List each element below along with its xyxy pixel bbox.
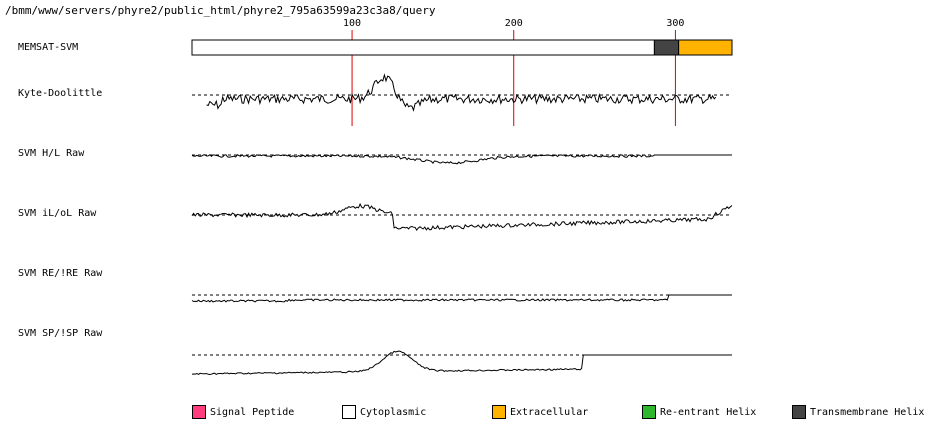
svm-reire-trace (191, 294, 732, 303)
legend-extracellular: Extracellular (492, 404, 588, 420)
ruler-tick-label-300: 300 (666, 18, 684, 29)
track-label-svm-ilol-raw: SVM iL/oL Raw (18, 208, 97, 219)
legend-swatch-extracellular (492, 405, 506, 419)
svm-ilol-trace (191, 202, 733, 231)
track-label-svm-spisp-raw: SVM SP/!SP Raw (18, 328, 103, 339)
memsat-segment-cytoplasmic (191, 39, 655, 56)
legend-label-signal-peptide: Signal Peptide (210, 406, 295, 418)
ruler-tick-label-200: 200 (505, 18, 523, 29)
legend-label-extracellular: Extracellular (510, 406, 589, 418)
svm-spisp-trace (191, 350, 732, 376)
memsat-topology-bar (191, 39, 733, 56)
track-label-svm-hl-raw: SVM H/L Raw (18, 148, 85, 159)
memsat-segment-extracellular (678, 39, 733, 56)
position-ruler: 100 200 300 (343, 18, 684, 126)
track-label-memsat-svm: MEMSAT-SVM (18, 42, 79, 53)
memsat-segment-transmembrane-helix (653, 39, 680, 56)
legend-label-re-entrant-helix: Re-entrant Helix (660, 406, 757, 418)
legend-label-transmembrane-helix: Transmembrane Helix (810, 406, 925, 418)
legend-swatch-signal-peptide (192, 405, 206, 419)
legend-swatch-cytoplasmic (342, 405, 356, 419)
query-path-header: /bmm/www/servers/phyre2/public_html/phyr… (5, 4, 436, 17)
track-label-svm-reire-raw: SVM RE/!RE Raw (18, 268, 103, 279)
kyte-doolittle-trace (206, 73, 717, 112)
topology-plot: 100 200 300 (191, 18, 733, 376)
legend-swatch-re-entrant-helix (642, 405, 656, 419)
legend-re-entrant-helix: Re-entrant Helix (642, 404, 756, 420)
ruler-tick-label-100: 100 (343, 18, 361, 29)
legend-signal-peptide: Signal Peptide (192, 404, 294, 420)
svm-hl-trace (191, 154, 732, 165)
legend-label-cytoplasmic: Cytoplasmic (360, 406, 427, 418)
legend-swatch-transmembrane-helix (792, 405, 806, 419)
svm-traces (191, 73, 733, 376)
legend-cytoplasmic: Cytoplasmic (342, 404, 426, 420)
legend-transmembrane-helix: Transmembrane Helix (792, 404, 924, 420)
track-label-kyte-doolittle: Kyte-Doolittle (18, 88, 103, 99)
